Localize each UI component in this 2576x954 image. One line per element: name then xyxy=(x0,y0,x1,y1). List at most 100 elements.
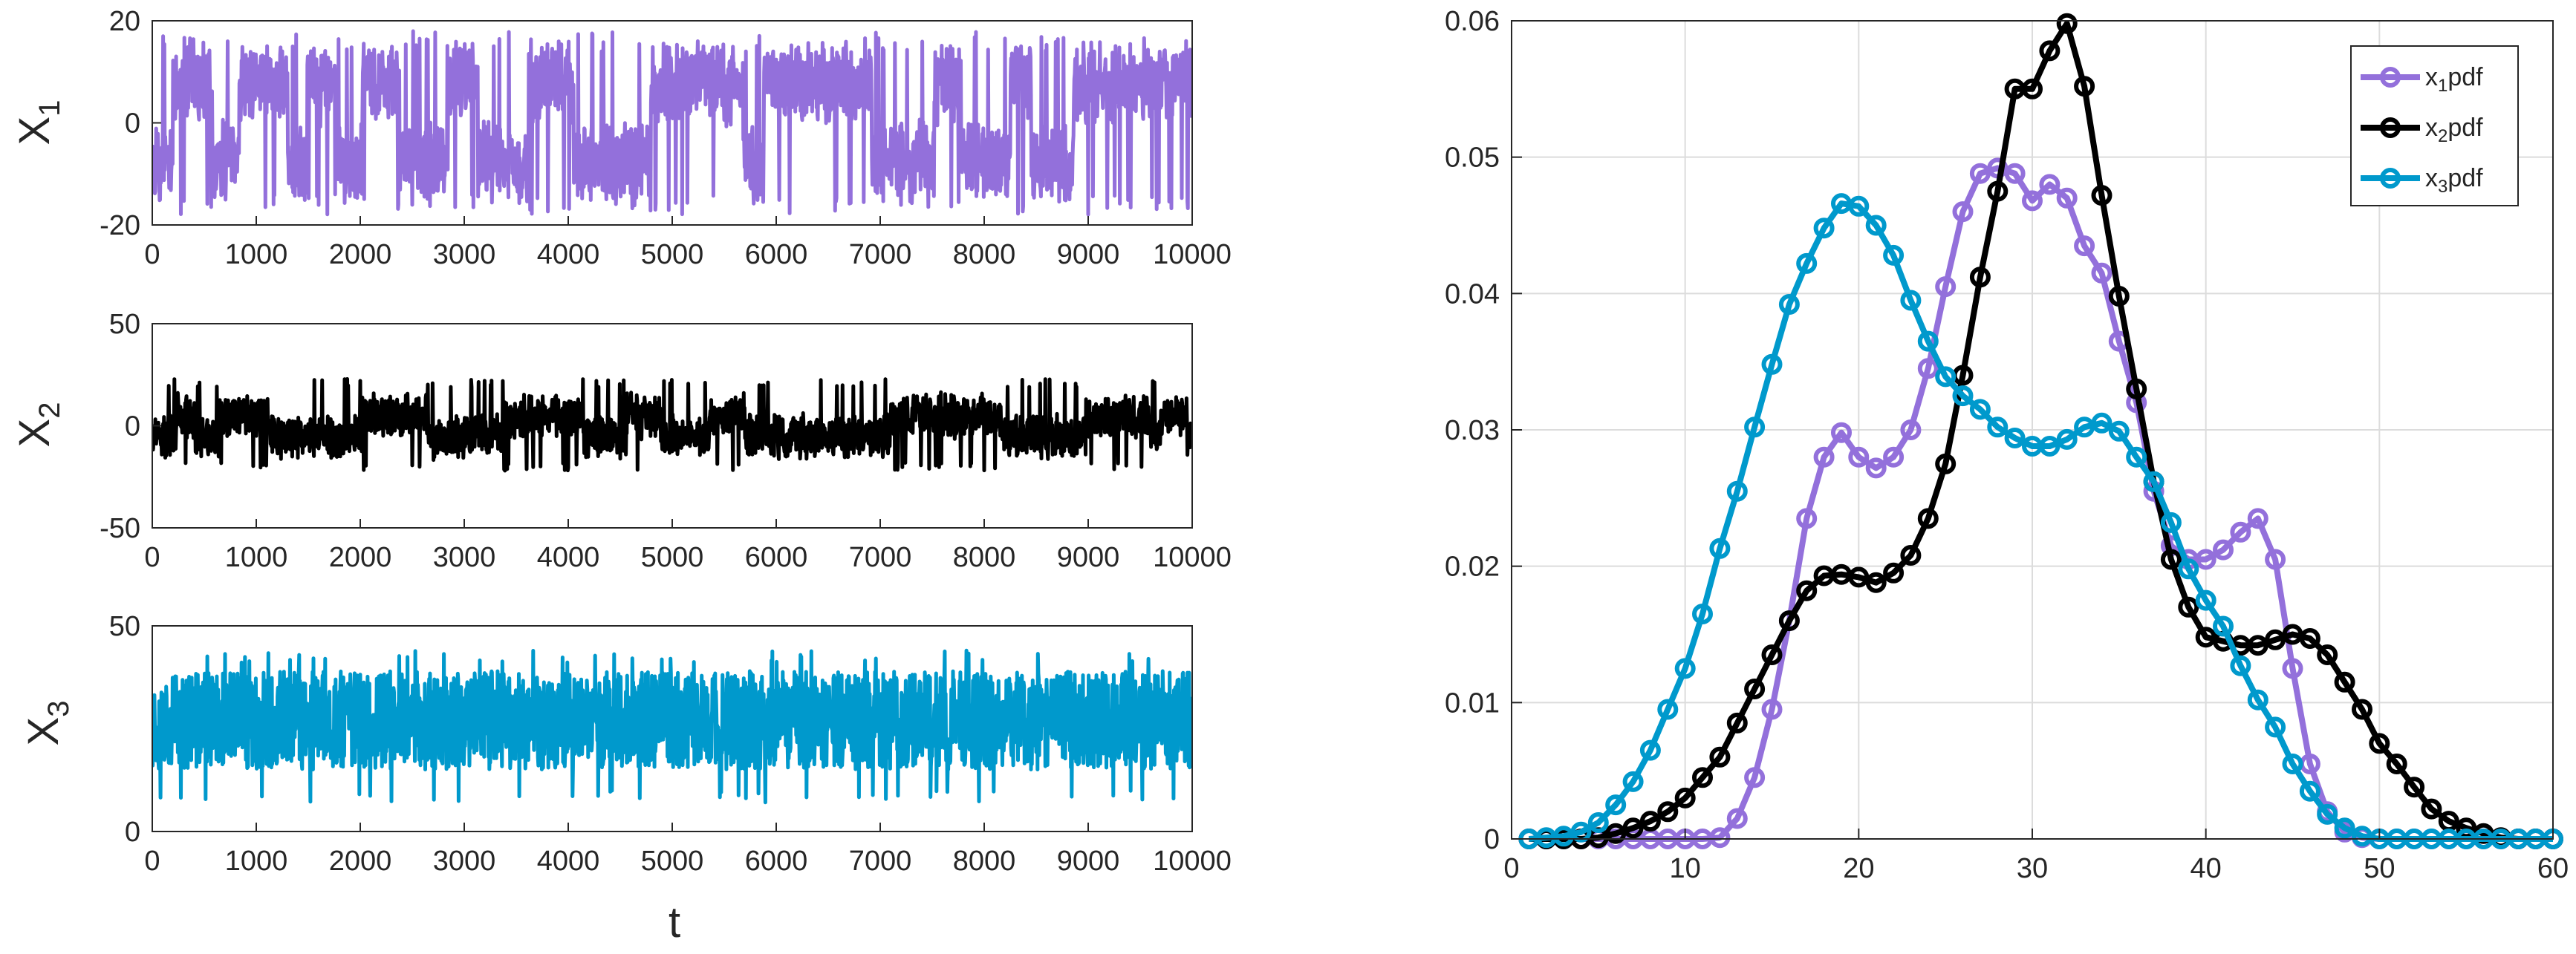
y-axis-label-x1: X1 xyxy=(10,100,66,146)
legend-entry-x3pdf: x3pdf xyxy=(2361,164,2483,197)
data-point-x3pdf xyxy=(1813,218,1835,239)
x-tick-label: 1000 xyxy=(225,239,288,270)
data-point-x1pdf xyxy=(1813,446,1835,468)
data-point-x1pdf xyxy=(1709,827,1731,849)
data-point-x2pdf xyxy=(1622,817,1644,839)
x-tick-label: 0 xyxy=(1503,853,1519,884)
legend-marker-x1pdf xyxy=(2380,67,2401,88)
x-tick-label: 2000 xyxy=(329,239,392,270)
y-tick-label: 50 xyxy=(109,309,140,340)
data-point-x2pdf xyxy=(1639,811,1661,832)
x-tick-label: 60 xyxy=(2537,853,2569,884)
data-point-x3pdf xyxy=(2299,780,2320,802)
data-point-x3pdf xyxy=(1639,739,1661,761)
data-point-x1pdf xyxy=(1900,419,1922,440)
data-point-x1pdf xyxy=(2247,508,2268,529)
data-point-x3pdf xyxy=(2004,428,2026,448)
data-point-x3pdf xyxy=(1726,480,1748,502)
data-point-x2pdf xyxy=(1987,180,2009,202)
x-tick-label: 5000 xyxy=(641,239,704,270)
data-point-x1pdf xyxy=(1796,508,1818,529)
data-point-x3pdf xyxy=(1709,538,1731,559)
data-point-x1pdf xyxy=(2022,190,2043,212)
pdf-panel: 0 10 20 30 40 50 60 0 0.01 0.02 0.03 0.04 0.05 0.06 x… xyxy=(1445,6,2569,884)
data-point-x3pdf xyxy=(1935,366,1957,388)
y-tick-label: -20 xyxy=(100,210,140,241)
data-point-x2pdf xyxy=(1865,572,1887,593)
data-point-x2pdf xyxy=(2265,629,2286,650)
data-point-x3pdf xyxy=(1952,385,1974,407)
timeseries-panel-x2: X2 0 1000 2000 3000 4000 5000 6000 7000 8000 9000… xyxy=(10,309,1232,573)
data-point-x3pdf xyxy=(1987,416,2009,438)
legend-label-x2pdf: x2pdf xyxy=(2425,114,2483,146)
data-point-x1pdf xyxy=(1952,201,1974,223)
data-point-x3pdf xyxy=(1848,195,1870,217)
x-tick-label: 9000 xyxy=(1057,846,1120,877)
data-point-x3pdf xyxy=(1692,604,1713,624)
data-point-x3pdf xyxy=(2213,615,2234,637)
legend: x1pdf x2pdf x3pdf xyxy=(2350,45,2519,206)
data-point-x1pdf xyxy=(1726,808,1748,829)
data-point-x1pdf xyxy=(1883,446,1905,468)
data-point-x3pdf xyxy=(2091,412,2112,434)
data-point-x1pdf xyxy=(2265,549,2286,570)
data-point-x3pdf xyxy=(2230,655,2251,676)
data-point-x2pdf xyxy=(2421,798,2442,820)
data-point-x3pdf xyxy=(1883,244,1905,266)
x-tick-label: 10 xyxy=(1670,853,1701,884)
data-point-x2pdf xyxy=(1900,545,1922,566)
data-point-x3pdf xyxy=(2160,512,2182,533)
x-tick-label: 4000 xyxy=(537,846,600,877)
data-point-x1pdf xyxy=(1917,358,1939,379)
data-point-x2pdf xyxy=(1726,712,1748,734)
x-tick-label: 3000 xyxy=(433,846,496,877)
data-point-x3pdf xyxy=(1744,416,1766,438)
data-point-x2pdf xyxy=(2247,635,2268,656)
x-tick-label: 10000 xyxy=(1153,542,1232,573)
x-tick-label: 10000 xyxy=(1153,846,1232,877)
data-point-x3pdf xyxy=(2056,428,2078,450)
y-tick-label: 0 xyxy=(125,411,140,442)
y-axis-label-x2: X2 xyxy=(10,402,66,448)
data-point-x2pdf xyxy=(2299,628,2320,649)
x-tick-label: 0 xyxy=(144,846,160,877)
x-tick-label: 2000 xyxy=(329,542,392,573)
data-point-x1pdf xyxy=(2074,235,2095,257)
x-tick-label: 3000 xyxy=(433,239,496,270)
data-point-x3pdf xyxy=(1674,658,1696,679)
x-tick-label: 0 xyxy=(144,542,160,573)
data-point-x3pdf xyxy=(1969,399,1991,420)
data-point-x1pdf xyxy=(1969,163,1991,184)
data-point-x2pdf xyxy=(1935,453,1957,474)
data-point-x3pdf xyxy=(2282,754,2303,774)
data-point-x2pdf xyxy=(2091,185,2112,206)
x-tick-label: 5000 xyxy=(641,846,704,877)
x-tick-label: 6000 xyxy=(745,846,808,877)
legend-marker-x2pdf xyxy=(2380,117,2401,138)
data-point-x2pdf xyxy=(1657,801,1679,823)
x-tick-label: 10000 xyxy=(1153,239,1232,270)
data-point-x1pdf xyxy=(1935,276,1957,298)
data-point-x3pdf xyxy=(2143,471,2164,492)
data-point-x1pdf xyxy=(1744,767,1766,788)
data-point-x1pdf xyxy=(1761,699,1783,720)
data-point-x3pdf xyxy=(1570,821,1592,843)
y-tick-label: -50 xyxy=(100,513,140,544)
data-point-x3pdf xyxy=(2108,420,2130,442)
data-point-x2pdf xyxy=(1848,566,1870,588)
data-point-x3pdf xyxy=(1865,215,1887,236)
legend-label-x3pdf: x3pdf xyxy=(2425,164,2483,197)
data-point-x3pdf xyxy=(1796,252,1818,274)
data-point-x2pdf xyxy=(2126,378,2147,399)
data-point-x3pdf xyxy=(2247,689,2268,710)
data-point-x2pdf xyxy=(2352,699,2372,720)
y-tick-label: 50 xyxy=(109,611,140,642)
data-point-x2pdf xyxy=(2404,777,2425,798)
series-line-x3t xyxy=(152,648,1192,805)
y-tick-label: 0.05 xyxy=(1445,143,1500,174)
data-point-x2pdf xyxy=(2022,78,2043,99)
data-point-x3pdf xyxy=(1605,794,1627,816)
data-point-x2pdf xyxy=(2160,549,2182,570)
x-tick-label: 5000 xyxy=(641,542,704,573)
data-point-x3pdf xyxy=(2195,589,2216,611)
